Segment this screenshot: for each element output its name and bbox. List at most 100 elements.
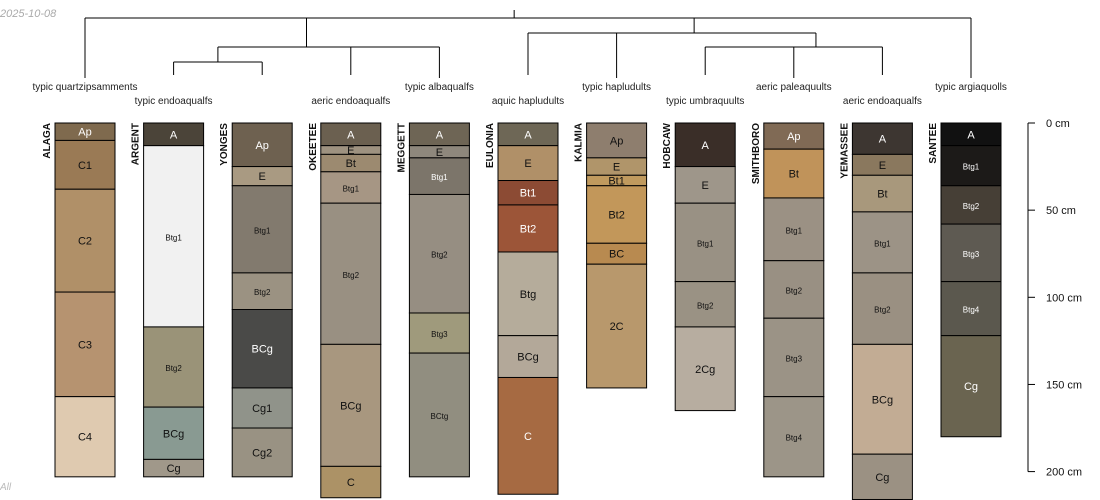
horizon-block [940,335,1002,438]
horizon-block [674,122,736,168]
horizon-label: 2C [610,321,624,333]
horizon-label: A [436,129,444,141]
profile-name: EULONIA [485,123,496,168]
profile-name: YEMASSEE [839,123,850,179]
taxon-label: typic quartzipsamments [32,82,137,93]
horizon-label: Ap [255,140,268,152]
horizon-label: Btg2 [165,364,182,373]
horizon-label: Btg2 [963,202,980,211]
horizon-label: Btg1 [963,163,980,172]
horizon-label: Bt2 [608,210,625,222]
horizon-label: Bt [789,169,799,181]
horizon-label: C3 [78,339,92,351]
horizon-label: E [436,147,443,159]
taxon-label: aeric endoaqualfs [311,96,390,107]
horizon-label: Cg [167,463,181,475]
horizon-label: E [702,180,709,192]
horizon-block [763,396,825,478]
horizon-block [940,281,1002,337]
dendrogram [84,10,972,78]
taxon-label: aeric paleaquults [756,82,832,93]
horizon-block [143,326,205,408]
profile-alaga: Ap C1 C2 C3 C4 ALAGA typic quartzipsamments [32,82,138,478]
profile-yonges: Ap E Btg1 Btg2 BCg Cg1 Cg2 YONGES [219,122,293,478]
horizon-label: Btg2 [697,301,714,310]
horizon-label: Btg4 [786,434,803,443]
horizon-label: Bt1 [520,188,537,200]
horizon-label: Btg1 [697,239,714,248]
horizon-label: BCtg [431,412,449,421]
horizon-block [763,197,825,262]
taxon-label: aeric endoaqualfs [843,96,922,107]
horizon-label: BCg [872,394,893,406]
taxon-label: typic endoaqualfs [135,96,213,107]
horizon-block [851,122,913,155]
horizon-label: Btg1 [254,226,271,235]
horizon-label: C2 [78,236,92,248]
horizon-label: E [259,171,266,183]
horizon-block [320,202,382,345]
taxon-label: typic umbraquults [666,96,744,107]
horizon-block [231,185,293,274]
horizon-block [674,326,736,412]
footer-label: All [0,482,12,493]
horizon-block [940,145,1002,187]
horizon-block [54,139,116,190]
profile-columns: Ap C1 C2 C3 C4 ALAGA typic quartzipsamments A Bt… [32,82,1007,500]
horizon-block [586,122,648,159]
horizon-block [408,352,470,478]
horizon-block [320,343,382,467]
horizon-label: E [613,162,620,174]
horizon-label: Btg1 [431,173,448,182]
horizon-label: Btg1 [874,239,891,248]
horizon-label: BCg [517,352,538,364]
horizon-block [763,148,825,199]
profile-name: KALMIA [574,123,585,162]
horizon-label: 2Cg [695,364,715,376]
horizon-label: C [347,477,355,489]
horizon-label: BCg [340,400,361,412]
horizon-block [586,263,648,389]
horizon-label: C4 [78,432,92,444]
horizon-label: Cg [875,472,889,484]
horizon-label: A [702,140,710,152]
horizon-label: Btg2 [254,288,271,297]
horizon-block [763,122,825,150]
horizon-block [497,145,559,182]
horizon-block [674,202,736,283]
axis-tick-label: 150 cm [1046,379,1082,391]
horizon-label: Cg2 [252,447,272,459]
horizon-block [497,335,559,378]
horizon-label: E [879,160,886,172]
horizon-block [763,260,825,319]
profile-name: SMITHBORO [751,123,762,184]
horizon-label: A [879,134,887,146]
horizon-label: Btg3 [786,354,803,363]
horizon-block [231,427,293,478]
profile-kalmia: Ap E Bt1 Bt2 BC 2C KALMIA typic hapludults [574,82,651,389]
horizon-label: Btg1 [786,226,803,235]
horizon-label: A [347,129,355,141]
profile-name: MEGGETT [396,123,407,172]
horizon-label: Ap [787,131,800,143]
horizon-label: Bt1 [608,176,625,188]
horizon-label: Ap [610,135,623,147]
horizon-block [497,376,559,495]
profile-meggett: AE Btg1 Btg2 Btg3 BCtg MEGGETT typic albaqualf… [396,82,474,478]
horizon-block [408,193,470,314]
profile-name: OKEETEE [308,123,319,171]
horizon-block [851,272,913,345]
horizon-block [231,272,293,311]
horizon-label: C [524,431,532,443]
taxon-label: typic hapludults [582,82,651,93]
horizon-block [940,185,1002,225]
taxon-label: typic argiaquolls [935,82,1007,93]
horizon-label: BCg [163,428,184,440]
profile-name: ALAGA [42,123,53,159]
depth-axis: 0 cm 50 cm 100 cm 150 cm 200 cm [1027,118,1082,479]
profile-eulonia: A E Bt1 Bt2 Btg BCg C EULONIA aquic hapludults [485,96,564,495]
horizon-block [143,458,205,478]
horizon-block [851,174,913,213]
horizon-block [143,145,205,328]
